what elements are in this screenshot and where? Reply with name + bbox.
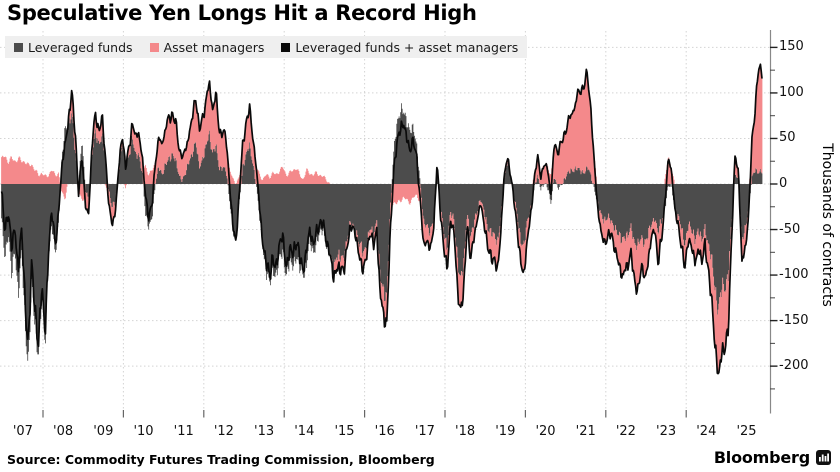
bloomberg-logo-icon	[816, 450, 831, 465]
x-tick-label: '20	[535, 424, 556, 439]
x-tick-label: '23	[656, 424, 677, 439]
y-tick-label: 100	[779, 84, 804, 100]
bloomberg-wordmark: Bloomberg	[713, 448, 810, 467]
combined-swatch-icon	[281, 42, 291, 52]
legend-label: Leveraged funds + asset managers	[295, 39, 519, 55]
x-tick-label: '16	[374, 424, 395, 439]
legend-item-leveraged-funds: Leveraged funds	[14, 40, 133, 55]
legend-item-asset-managers: Asset managers	[149, 39, 265, 55]
y-tick-label: -150	[779, 312, 809, 328]
legend-label: Asset managers	[163, 39, 265, 55]
bloomberg-branding: Bloomberg	[714, 448, 831, 467]
asset-managers-swatch-icon	[149, 42, 159, 52]
legend-label: Leveraged funds	[28, 39, 133, 55]
y-tick-label: 0	[779, 176, 788, 191]
x-tick-label: '14	[294, 424, 315, 439]
x-tick-label: '21	[575, 424, 596, 439]
y-tick-label: 50	[779, 130, 796, 146]
legend: Leveraged funds Asset managers Leveraged…	[5, 36, 528, 58]
leveraged-funds-swatch-icon	[14, 42, 23, 52]
x-tick-label: '25	[736, 424, 757, 439]
chart-title: Speculative Yen Longs Hit a Record High	[7, 1, 477, 25]
x-tick-label: '22	[615, 424, 636, 439]
x-tick-label: '08	[53, 424, 74, 439]
source-text: Source: Commodity Futures Trading Commis…	[7, 452, 435, 467]
y-tick-label: 150	[779, 39, 804, 55]
x-tick-label: '18	[455, 424, 476, 439]
x-tick-label: '09	[93, 424, 114, 439]
x-tick-label: '17	[414, 424, 435, 439]
x-tick-label: '07	[12, 424, 33, 439]
y-tick-label: -100	[779, 267, 809, 283]
y-tick-label: -50	[779, 221, 801, 237]
y-tick-label: -200	[779, 358, 809, 374]
legend-item-combined: Leveraged funds + asset managers	[281, 40, 518, 55]
x-tick-label: '11	[173, 424, 194, 439]
x-tick-label: '12	[213, 424, 234, 439]
x-tick-label: '13	[254, 424, 275, 439]
x-tick-label: '24	[696, 424, 717, 439]
x-tick-label: '10	[133, 424, 154, 439]
x-tick-label: '19	[495, 424, 516, 439]
x-tick-label: '15	[334, 424, 355, 439]
y-axis-title: Thousands of contracts	[819, 143, 835, 307]
